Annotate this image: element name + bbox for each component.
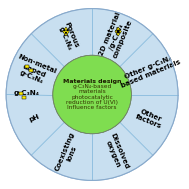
Text: Non-metal
doped
g-C₃N₄: Non-metal doped g-C₃N₄ [11, 53, 57, 88]
Circle shape [53, 55, 131, 134]
Polygon shape [115, 27, 121, 36]
Circle shape [66, 29, 69, 31]
Text: g-C₃N₄: g-C₃N₄ [13, 90, 40, 96]
Text: Influence factors: Influence factors [67, 105, 117, 110]
Circle shape [6, 9, 178, 180]
Text: Other
factors: Other factors [135, 107, 165, 130]
Text: Other g-C₃N₄
based materials: Other g-C₃N₄ based materials [118, 52, 182, 89]
Text: materials: materials [78, 89, 106, 94]
Wedge shape [6, 9, 178, 180]
Text: reduction of U(VI): reduction of U(VI) [66, 100, 118, 105]
Polygon shape [29, 69, 33, 72]
Polygon shape [25, 65, 29, 68]
Polygon shape [116, 30, 120, 33]
Text: 2D material
/g-C₃N₄
composite: 2D material /g-C₃N₄ composite [98, 11, 134, 62]
Text: pH: pH [28, 114, 40, 123]
Circle shape [65, 32, 67, 34]
Text: photocatalytic: photocatalytic [71, 94, 113, 100]
Text: Materials design: Materials design [63, 79, 121, 84]
Polygon shape [22, 96, 26, 99]
Text: Coexisting
ions: Coexisting ions [54, 130, 82, 174]
Polygon shape [19, 92, 23, 95]
Text: Dissolved
oxygen: Dissolved oxygen [103, 132, 129, 173]
Text: g-C₃N₄-based: g-C₃N₄-based [72, 84, 112, 89]
Text: Porous
g-C₃N₄: Porous g-C₃N₄ [57, 22, 79, 52]
Circle shape [64, 29, 66, 31]
Polygon shape [63, 27, 69, 36]
